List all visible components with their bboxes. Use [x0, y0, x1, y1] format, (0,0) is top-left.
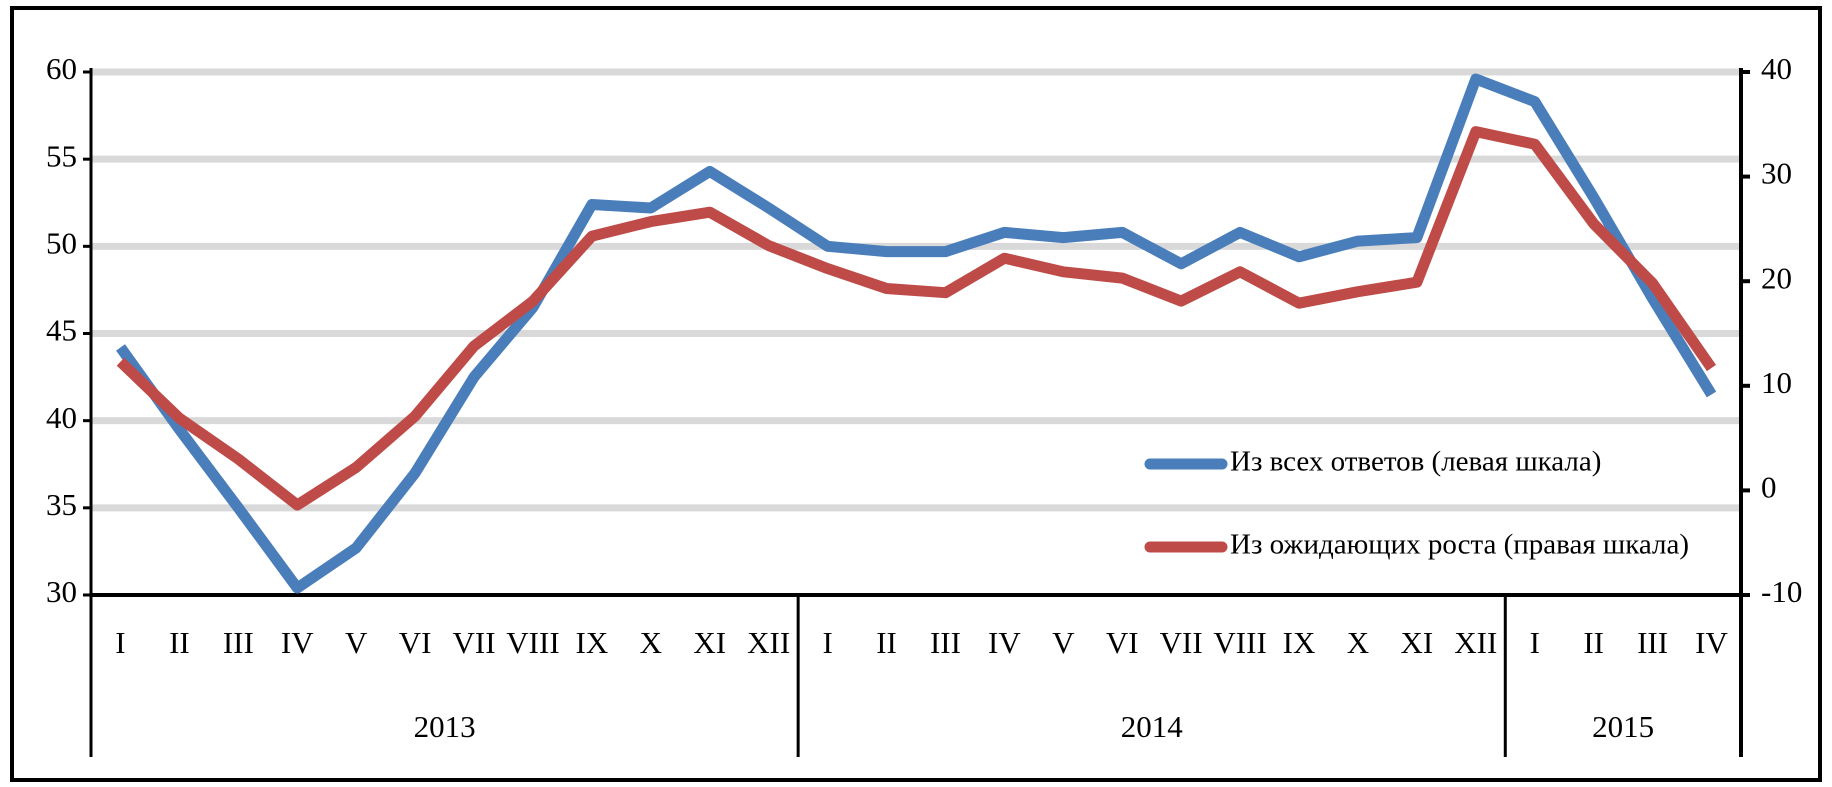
x-tick-label: X [640, 625, 662, 660]
x-tick-label: III [223, 625, 254, 660]
x-tick-label: II [876, 625, 897, 660]
x-tick-label: VII [453, 625, 496, 660]
x-tick-label: I [115, 625, 125, 660]
x-tick-label: IV [988, 625, 1021, 660]
series-line [116, 73, 1717, 594]
y2-tick-label: 0 [1761, 470, 1777, 505]
y-tick-label: 60 [46, 51, 77, 86]
x-group-label: 2014 [1121, 709, 1184, 744]
y-tick-label: 50 [46, 225, 77, 260]
x-tick-label: III [1637, 625, 1668, 660]
grid [91, 68, 1741, 512]
x-tick-label: X [1347, 625, 1369, 660]
y2-tick-label: 30 [1761, 156, 1792, 191]
y-tick-label: 55 [46, 138, 77, 173]
x-tick-label: V [345, 625, 368, 660]
legend-label: Из всех ответов (левая шкала) [1230, 446, 1601, 478]
y2-tick-label: 40 [1761, 51, 1792, 86]
x-tick-label: III [930, 625, 961, 660]
x-tick-label: XI [693, 625, 726, 660]
x-tick-label: VIII [1213, 625, 1266, 660]
x-tick-label: VI [399, 625, 432, 660]
x-tick-label: IX [1283, 625, 1316, 660]
x-tick-label: IX [576, 625, 609, 660]
series-line [116, 126, 1717, 511]
x-tick-label: VIII [506, 625, 559, 660]
x-tick-label: VI [1106, 625, 1139, 660]
legend-label: Из ожидающих роста (правая шкала) [1230, 529, 1689, 561]
y2-tick-label: -10 [1761, 574, 1802, 609]
y-tick-label: 30 [46, 574, 77, 609]
x-tick-label: II [169, 625, 190, 660]
x-tick-label: II [1583, 625, 1604, 660]
x-tick-label: I [1530, 625, 1540, 660]
y-tick-label: 40 [46, 400, 77, 435]
y-tick-label: 35 [46, 487, 77, 522]
x-tick-label: XII [747, 625, 790, 660]
x-tick-label: IV [1695, 625, 1728, 660]
x-tick-label: XII [1454, 625, 1497, 660]
legend: Из всех ответов (левая шкала) Из ожидающи… [1144, 446, 1689, 561]
x-tick-label: VII [1160, 625, 1203, 660]
x-tick-label: IV [281, 625, 314, 660]
y2-tick-label: 20 [1761, 260, 1792, 295]
x-tick-label: XI [1401, 625, 1434, 660]
x-group-label: 2015 [1592, 709, 1654, 744]
x-tick-label: V [1052, 625, 1075, 660]
x-tick-label: I [822, 625, 832, 660]
series-lines [116, 73, 1717, 594]
x-group-label: 2013 [414, 709, 476, 744]
y-tick-label: 45 [46, 313, 77, 348]
y2-tick-label: 10 [1761, 365, 1792, 400]
